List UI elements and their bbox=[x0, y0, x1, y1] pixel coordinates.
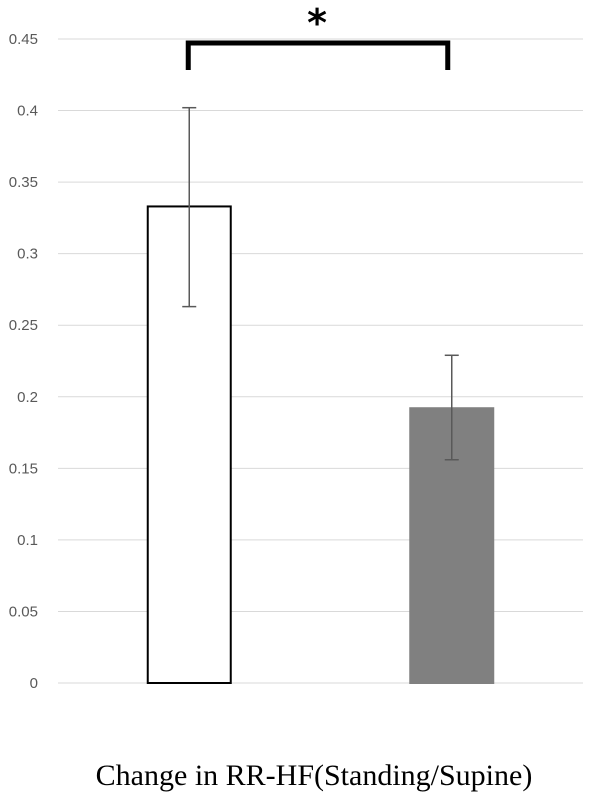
y-tick-label: 0.25 bbox=[9, 317, 38, 334]
y-tick-label: 0.4 bbox=[17, 103, 38, 120]
y-tick-label: 0.1 bbox=[17, 532, 38, 549]
y-tick-label: 0.2 bbox=[17, 389, 38, 406]
y-axis-ticks: 0 0.05 0.1 0.15 0.2 0.25 0.3 0.35 0.4 0.45 bbox=[9, 31, 38, 692]
significance-bracket-group: * bbox=[185, 1, 451, 70]
y-tick-label: 0.05 bbox=[9, 603, 38, 620]
y-tick-label: 0.15 bbox=[9, 460, 38, 477]
y-tick-label: 0.3 bbox=[17, 246, 38, 263]
y-tick-label: 0.45 bbox=[9, 31, 38, 48]
x-axis-label: Change in RR-HF(Standing/Supine) bbox=[96, 759, 533, 792]
error-bars bbox=[182, 106, 459, 461]
grid-layer bbox=[58, 38, 583, 684]
y-tick-label: 0 bbox=[30, 675, 38, 692]
significance-star: * bbox=[307, 1, 327, 45]
significance-bracket bbox=[185, 40, 451, 70]
y-tick-label: 0.35 bbox=[9, 174, 38, 191]
